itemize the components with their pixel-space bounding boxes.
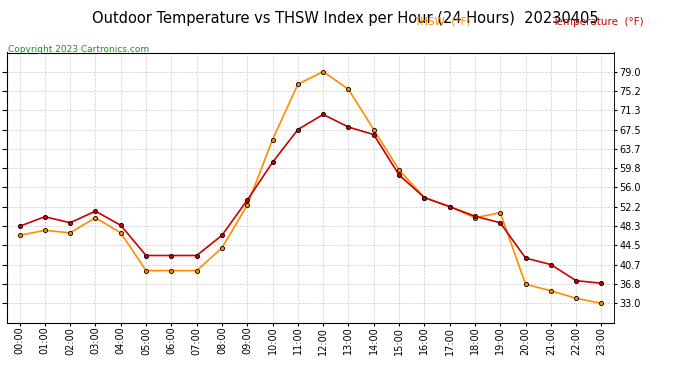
Text: Temperature  (°F): Temperature (°F) bbox=[552, 17, 644, 27]
Text: Outdoor Temperature vs THSW Index per Hour (24 Hours)  20230405: Outdoor Temperature vs THSW Index per Ho… bbox=[92, 11, 598, 26]
Text: Copyright 2023 Cartronics.com: Copyright 2023 Cartronics.com bbox=[8, 45, 150, 54]
Text: THSW  (°F): THSW (°F) bbox=[414, 17, 471, 27]
